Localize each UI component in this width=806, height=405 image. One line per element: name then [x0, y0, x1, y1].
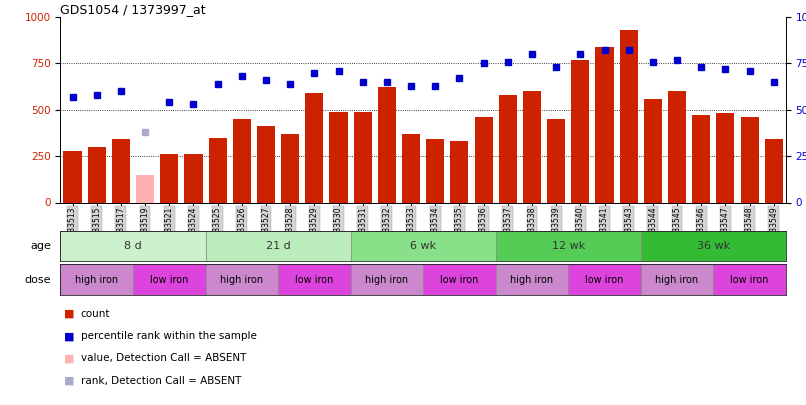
Text: percentile rank within the sample: percentile rank within the sample: [81, 331, 256, 341]
Text: dose: dose: [24, 275, 51, 285]
Text: low iron: low iron: [440, 275, 479, 285]
Text: age: age: [30, 241, 51, 251]
Text: 21 d: 21 d: [266, 241, 290, 251]
Bar: [496, 231, 641, 261]
Bar: [568, 264, 641, 295]
Bar: [88, 147, 106, 202]
Text: ■: ■: [64, 376, 75, 386]
Bar: [765, 139, 783, 202]
Bar: [692, 115, 710, 202]
Bar: [451, 141, 468, 202]
Text: low iron: low iron: [585, 275, 624, 285]
Bar: [713, 264, 786, 295]
Bar: [523, 91, 541, 202]
Text: high iron: high iron: [365, 275, 409, 285]
Text: high iron: high iron: [75, 275, 118, 285]
Bar: [257, 126, 275, 202]
Text: high iron: high iron: [510, 275, 554, 285]
Text: low iron: low iron: [295, 275, 334, 285]
Text: 36 wk: 36 wk: [696, 241, 730, 251]
Bar: [185, 154, 202, 202]
Bar: [64, 151, 81, 202]
Bar: [596, 47, 613, 202]
Bar: [136, 175, 154, 202]
Text: ■: ■: [64, 309, 75, 319]
Bar: [354, 112, 372, 202]
Bar: [717, 113, 734, 202]
Text: low iron: low iron: [730, 275, 769, 285]
Bar: [305, 93, 323, 202]
Text: ■: ■: [64, 331, 75, 341]
Bar: [281, 134, 299, 202]
Bar: [499, 95, 517, 202]
Text: value, Detection Call = ABSENT: value, Detection Call = ABSENT: [81, 354, 246, 363]
Text: high iron: high iron: [220, 275, 264, 285]
Bar: [206, 231, 351, 261]
Bar: [668, 91, 686, 202]
Bar: [426, 139, 444, 202]
Text: rank, Detection Call = ABSENT: rank, Detection Call = ABSENT: [81, 376, 241, 386]
Bar: [60, 231, 206, 261]
Text: count: count: [81, 309, 110, 319]
Bar: [278, 264, 351, 295]
Bar: [402, 134, 420, 202]
Text: low iron: low iron: [150, 275, 189, 285]
Text: ■: ■: [64, 354, 75, 363]
Text: 12 wk: 12 wk: [551, 241, 585, 251]
Text: high iron: high iron: [655, 275, 699, 285]
Bar: [571, 60, 589, 202]
Bar: [496, 264, 568, 295]
Bar: [209, 138, 226, 202]
Bar: [160, 154, 178, 202]
Bar: [330, 112, 347, 202]
Bar: [60, 264, 133, 295]
Bar: [475, 117, 492, 202]
Bar: [351, 264, 423, 295]
Bar: [741, 117, 758, 202]
Bar: [206, 264, 278, 295]
Bar: [547, 119, 565, 202]
Bar: [641, 264, 713, 295]
Bar: [378, 87, 396, 202]
Bar: [133, 264, 206, 295]
Bar: [351, 231, 496, 261]
Bar: [423, 264, 496, 295]
Bar: [112, 139, 130, 202]
Text: GDS1054 / 1373997_at: GDS1054 / 1373997_at: [60, 3, 206, 16]
Text: 8 d: 8 d: [124, 241, 142, 251]
Bar: [620, 30, 638, 202]
Text: 6 wk: 6 wk: [410, 241, 436, 251]
Bar: [641, 231, 786, 261]
Bar: [644, 99, 662, 202]
Bar: [233, 119, 251, 202]
